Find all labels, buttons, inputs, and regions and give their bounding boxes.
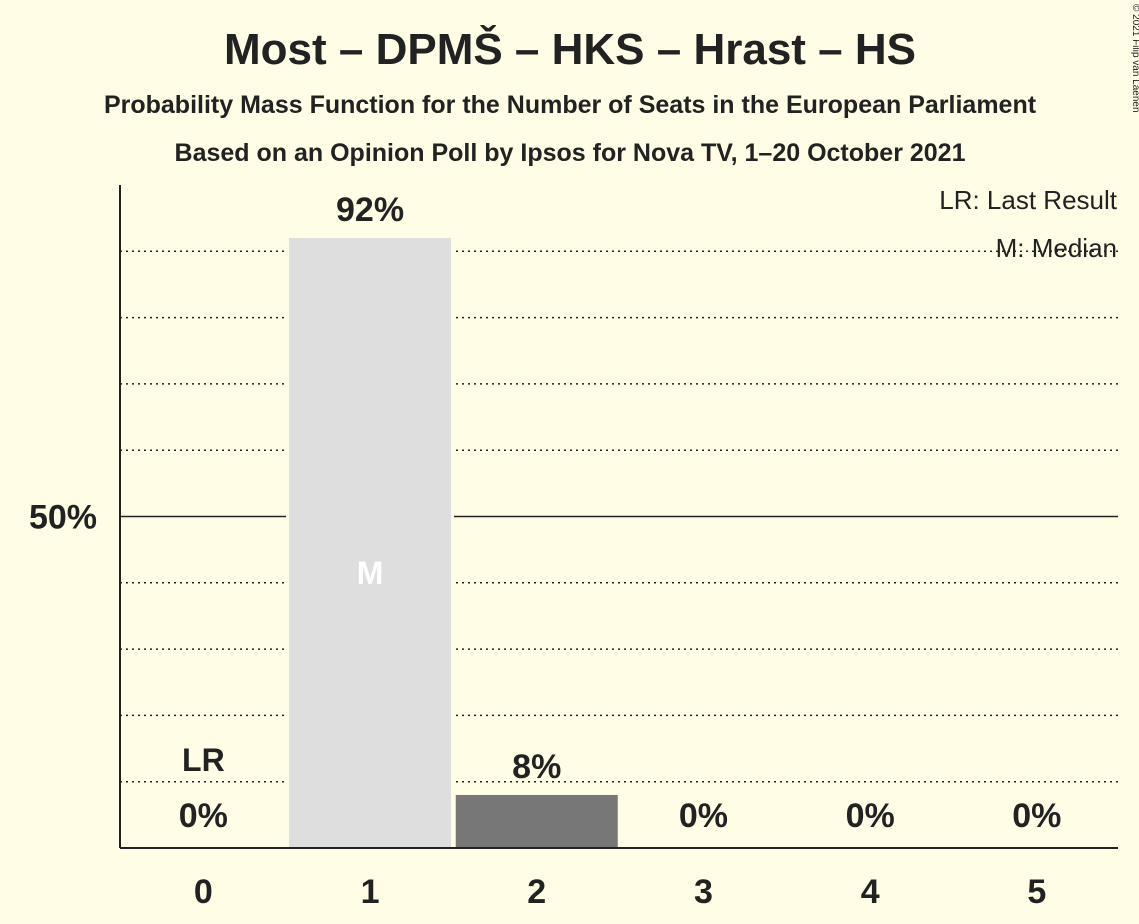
x-tick-label: 0 bbox=[194, 873, 213, 911]
bar bbox=[289, 238, 452, 849]
chart-title: Most – DPMŠ – HKS – Hrast – HS bbox=[224, 23, 916, 74]
bar-value-label: 8% bbox=[512, 748, 561, 786]
x-tick-label: 1 bbox=[361, 873, 380, 911]
legend-last-result: LR: Last Result bbox=[939, 185, 1118, 215]
axes: 0 1 2 3 4 5 50% bbox=[29, 185, 1118, 911]
bar-value-label: 0% bbox=[846, 797, 895, 835]
chart-subtitle-2: Based on an Opinion Poll by Ipsos for No… bbox=[175, 139, 966, 167]
chart-subtitle-1: Probability Mass Function for the Number… bbox=[104, 91, 1037, 119]
x-tick-label: 5 bbox=[1027, 873, 1046, 911]
median-marker: M bbox=[357, 555, 384, 591]
gridlines bbox=[120, 250, 1118, 783]
bar-value-label: 0% bbox=[679, 797, 728, 835]
bar-value-label: 0% bbox=[1012, 797, 1061, 835]
y-tick-label: 50% bbox=[29, 499, 97, 537]
legend-median: M: Median bbox=[996, 233, 1117, 263]
copyright-notice: © 2021 Filip van Laenen bbox=[1130, 4, 1139, 113]
bar-value-label: 0% bbox=[179, 797, 228, 835]
x-tick-label: 4 bbox=[861, 873, 880, 911]
bar-labels: 0% 92% 8% 0% 0% 0% M LR bbox=[179, 191, 1062, 835]
bar-value-label: 92% bbox=[336, 191, 404, 229]
last-result-marker: LR bbox=[182, 742, 225, 778]
x-tick-label: 3 bbox=[694, 873, 713, 911]
bar bbox=[455, 794, 618, 848]
bars bbox=[286, 235, 621, 849]
x-tick-label: 2 bbox=[527, 873, 546, 911]
